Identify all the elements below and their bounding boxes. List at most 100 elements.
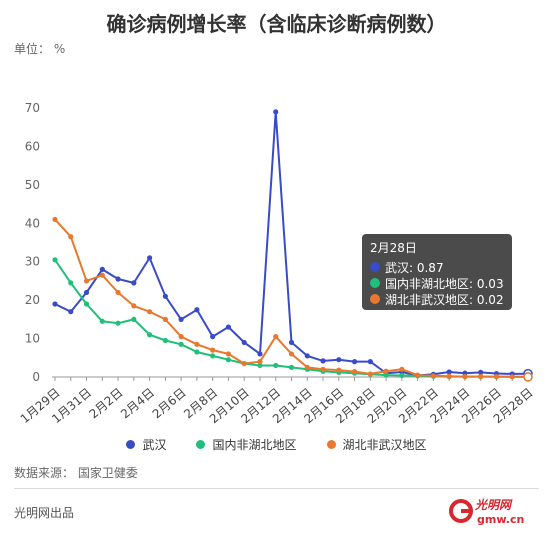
data-point[interactable]	[320, 358, 326, 364]
data-point[interactable]	[210, 353, 216, 359]
data-point[interactable]	[462, 374, 468, 380]
data-tooltip: 2月28日 武汉: 0.87 国内非湖北地区: 0.03 湖北非武汉地区: 0.…	[362, 234, 512, 310]
y-tick-label: 20	[25, 293, 40, 307]
data-point[interactable]	[478, 369, 484, 375]
data-point[interactable]	[162, 293, 168, 299]
data-point[interactable]	[52, 216, 58, 223]
tooltip-title: 2月28日	[370, 241, 417, 255]
data-point[interactable]	[523, 372, 533, 382]
data-point[interactable]	[288, 364, 295, 370]
data-point[interactable]	[68, 280, 74, 286]
chart-title: 确诊病例增长率（含临床诊断病例数）	[106, 12, 447, 36]
data-point[interactable]	[52, 257, 58, 263]
data-point[interactable]	[115, 320, 121, 326]
y-tick-label: 50	[25, 178, 40, 192]
data-point[interactable]	[52, 301, 58, 307]
data-point[interactable]	[178, 341, 184, 347]
tooltip-dot-icon	[370, 262, 380, 272]
logo-text: 光明网	[474, 498, 513, 512]
x-tick-label: 2月6日	[150, 385, 189, 421]
data-point[interactable]	[210, 334, 216, 340]
data-point[interactable]	[178, 334, 184, 340]
data-point[interactable]	[478, 374, 484, 380]
data-point[interactable]	[194, 341, 200, 347]
data-point[interactable]	[131, 316, 137, 322]
data-point[interactable]	[273, 362, 279, 369]
data-point[interactable]	[99, 318, 105, 324]
data-point[interactable]	[383, 372, 389, 378]
data-point[interactable]	[430, 373, 436, 379]
data-point[interactable]	[83, 301, 90, 307]
data-point[interactable]	[225, 351, 232, 357]
data-point[interactable]	[304, 364, 310, 370]
y-tick-label: 40	[25, 216, 40, 230]
legend-item-hubei-non-wuhan[interactable]: 湖北非武汉地区	[326, 436, 427, 453]
data-point[interactable]	[162, 316, 168, 322]
data-point[interactable]	[225, 324, 232, 330]
tooltip-row-label: 武汉: 0.87	[385, 260, 444, 275]
data-point[interactable]	[351, 359, 358, 365]
x-tick-label: 2月2日	[87, 385, 126, 421]
data-point[interactable]	[257, 351, 263, 357]
footer-divider	[14, 488, 539, 489]
data-point[interactable]	[178, 316, 184, 322]
tooltip-dot-icon	[370, 278, 380, 288]
data-point[interactable]	[446, 373, 452, 379]
data-point[interactable]	[399, 372, 405, 379]
gmw-logo: 光明网 gmw.cn	[449, 498, 524, 526]
data-point[interactable]	[115, 276, 121, 282]
data-point[interactable]	[225, 357, 232, 363]
data-point[interactable]	[147, 309, 153, 315]
data-point[interactable]	[288, 351, 295, 357]
logo-g-bar	[461, 509, 471, 513]
data-point[interactable]	[194, 349, 200, 355]
legend-item-non-hubei[interactable]: 国内非湖北地区	[196, 436, 297, 453]
data-point[interactable]	[147, 255, 153, 261]
data-point[interactable]	[367, 371, 373, 377]
y-tick-label: 10	[25, 332, 40, 346]
data-point[interactable]	[257, 359, 263, 365]
data-point[interactable]	[257, 362, 263, 369]
data-point[interactable]	[99, 272, 105, 278]
data-point[interactable]	[336, 367, 342, 373]
data-point[interactable]	[162, 337, 168, 344]
legend-dot-icon	[196, 440, 206, 449]
data-point[interactable]	[241, 339, 247, 346]
data-point[interactable]	[320, 366, 326, 372]
data-point[interactable]	[383, 368, 389, 374]
x-tick-label: 2月4日	[118, 385, 157, 421]
data-source: 数据来源： 国家卫健委	[14, 466, 138, 480]
data-point[interactable]	[210, 347, 216, 353]
data-point[interactable]	[68, 234, 74, 240]
data-point[interactable]	[304, 353, 310, 359]
data-point[interactable]	[415, 372, 421, 378]
legend-label: 湖北非武汉地区	[342, 438, 427, 452]
data-point[interactable]	[446, 369, 452, 375]
data-point[interactable]	[194, 307, 200, 313]
chart-data-points	[52, 109, 533, 382]
data-point[interactable]	[288, 339, 295, 346]
data-point[interactable]	[99, 266, 105, 272]
data-point[interactable]	[68, 309, 74, 315]
data-point[interactable]	[83, 289, 90, 296]
data-point[interactable]	[147, 332, 153, 338]
data-point[interactable]	[399, 366, 405, 372]
data-point[interactable]	[367, 359, 373, 365]
tooltip-row-label: 国内非湖北地区: 0.03	[385, 276, 504, 291]
data-point[interactable]	[351, 369, 358, 375]
data-point[interactable]	[115, 289, 121, 296]
legend-label: 国内非湖北地区	[212, 438, 297, 452]
data-point[interactable]	[493, 374, 500, 380]
data-point[interactable]	[273, 109, 279, 115]
data-point[interactable]	[131, 303, 137, 309]
y-tick-label: 60	[25, 139, 40, 153]
data-point[interactable]	[336, 357, 342, 363]
legend-label: 武汉	[142, 438, 167, 452]
data-point[interactable]	[131, 280, 137, 286]
legend-item-wuhan[interactable]: 武汉	[126, 436, 166, 453]
data-point[interactable]	[241, 360, 247, 367]
line-chart: 0102030405060701月29日1月31日2月2日2月4日2月6日2月8…	[18, 101, 536, 426]
data-point[interactable]	[509, 374, 515, 380]
data-point[interactable]	[83, 278, 90, 284]
data-point[interactable]	[273, 334, 279, 340]
